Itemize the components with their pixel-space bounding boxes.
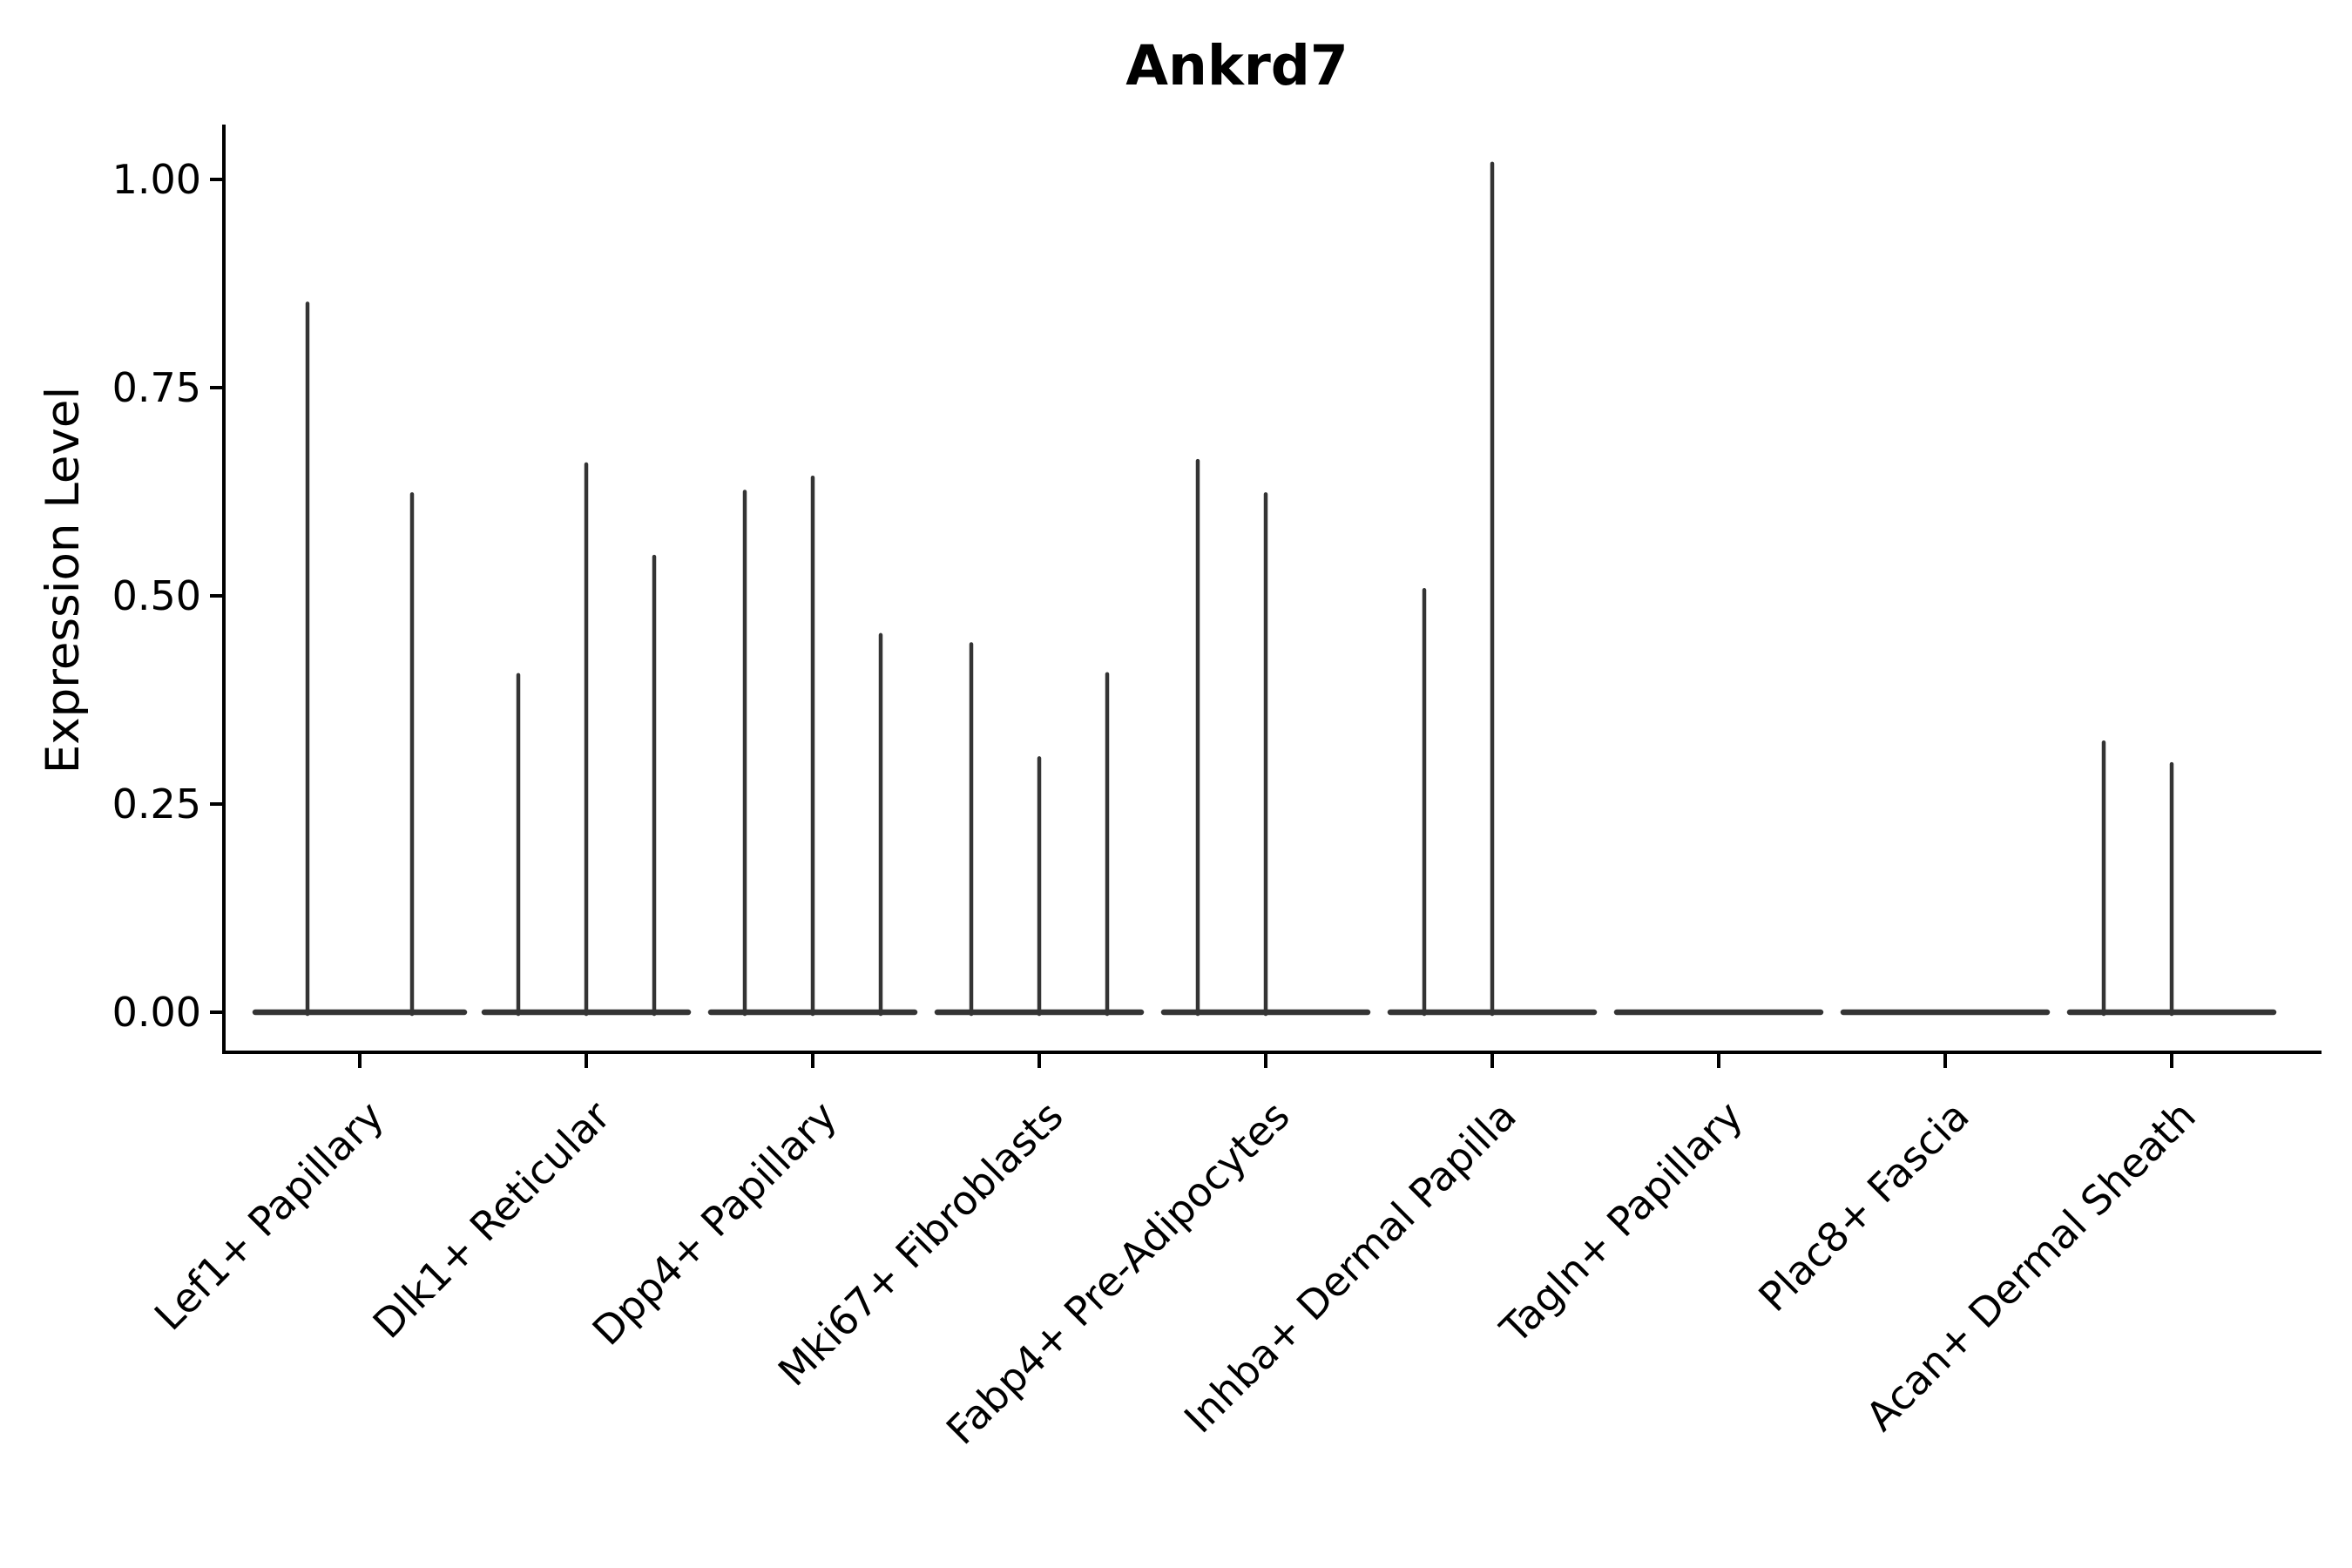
chart-title: Ankrd7 bbox=[1125, 34, 1348, 98]
x-category-label: Tagln+ Papillary bbox=[1490, 1092, 1752, 1354]
y-axis-tick-labels-group: 0.00 0.25 0.50 0.75 1.00 bbox=[112, 156, 201, 1036]
x-category-label: Dlk1+ Reticular bbox=[364, 1092, 619, 1348]
violin-series-group bbox=[252, 161, 2277, 1017]
x-category-label: Dpp4+ Papillary bbox=[584, 1092, 846, 1355]
y-tick-label: 1.00 bbox=[112, 156, 201, 203]
y-tick-label: 0.00 bbox=[112, 989, 201, 1036]
y-tick-label: 0.25 bbox=[112, 781, 201, 828]
x-category-label: Lef1+ Papillary bbox=[145, 1092, 393, 1340]
y-tick-label: 0.50 bbox=[112, 572, 201, 619]
y-tick-label: 0.75 bbox=[112, 364, 201, 411]
x-category-label: Plac8+ Fascia bbox=[1749, 1092, 1977, 1321]
y-axis-label: Expression Level bbox=[37, 387, 90, 774]
axes-group bbox=[210, 125, 2322, 1068]
